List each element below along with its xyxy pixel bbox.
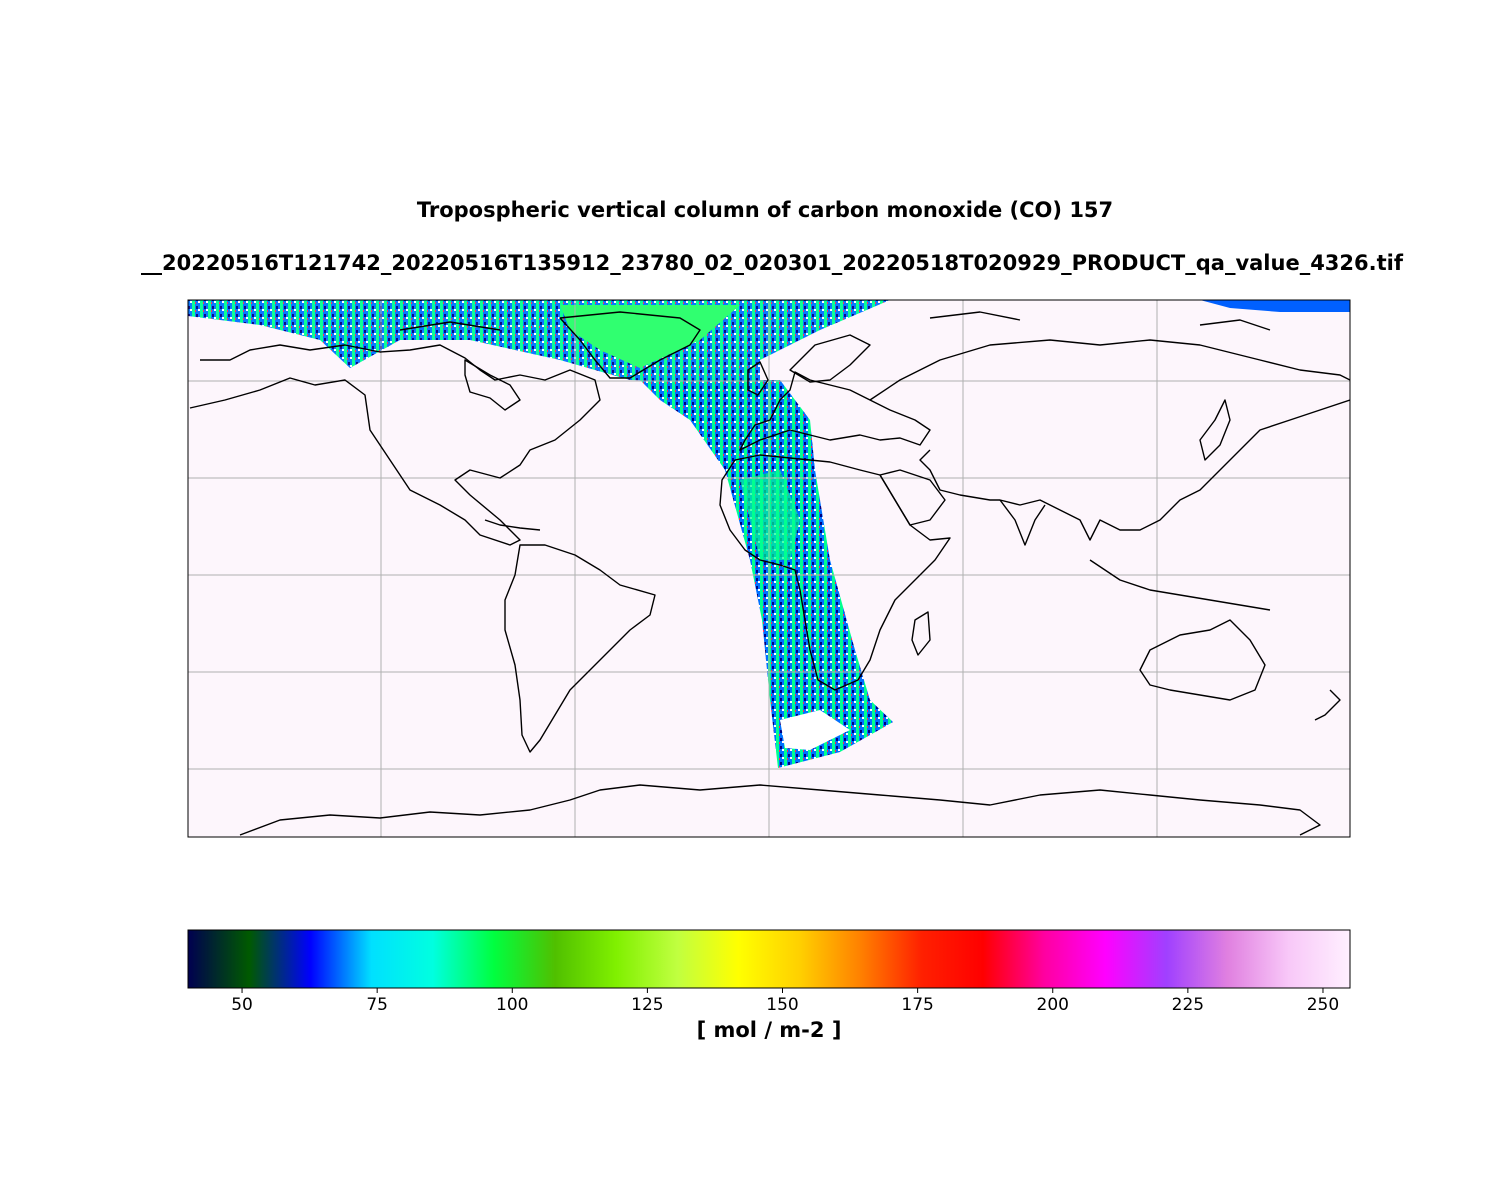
coast-caribbean (484, 519, 541, 531)
coast-europe (739, 371, 931, 451)
coast-scandinavia (789, 334, 871, 383)
coast-uk (747, 361, 769, 396)
coastlines (189, 311, 1350, 836)
swath-green-patch (740, 470, 800, 560)
map-frame (187, 299, 1351, 838)
coast-india (999, 499, 1046, 546)
swath-arctic-blue-right (1200, 300, 1350, 312)
colorbar-tick-label: 75 (366, 995, 388, 1015)
colorbar-tick-label: 150 (766, 995, 799, 1015)
coast-arctic-islands (399, 311, 1271, 331)
coast-hudson-bay (464, 359, 521, 411)
colorbar-unit-label: [ mol / m-2 ] (696, 1018, 842, 1042)
coast-arabia (879, 469, 946, 526)
coast-japan (1199, 399, 1231, 461)
colorbar-tick-label: 100 (496, 995, 529, 1015)
coast-antarctica (239, 784, 1321, 836)
colorbar-tick-label: 50 (231, 995, 253, 1015)
swath-arctic-green (560, 305, 740, 368)
coast-indonesia (1089, 559, 1271, 611)
coast-asia (869, 339, 1350, 541)
chart-title-line2: __20220516T121742_20220516T135912_23780_… (140, 251, 1403, 275)
colorbar-tick-label: 200 (1036, 995, 1069, 1015)
coast-north-america (189, 344, 601, 546)
coast-south-america (504, 544, 656, 753)
coast-australia (1139, 619, 1266, 701)
gridlines (188, 300, 1350, 837)
colorbar-tick-marks (241, 988, 1324, 993)
colorbar-tick-label: 250 (1306, 995, 1340, 1015)
colorbar-tick-label: 125 (631, 995, 664, 1015)
colorbar-gradient (188, 930, 1350, 988)
swath-white-patch (780, 710, 850, 750)
swath-main (640, 380, 893, 768)
coast-africa (719, 454, 951, 691)
colorbar-tick-label: 225 (1171, 995, 1205, 1015)
colorbar-frame (187, 929, 1351, 989)
coast-greenland (559, 311, 701, 379)
chart-title-line1: Tropospheric vertical column of carbon m… (416, 198, 1114, 222)
coast-new-zealand (1314, 689, 1341, 721)
co-swath (188, 300, 1350, 768)
coast-madagascar (911, 611, 931, 656)
colorbar-tick-label: 175 (901, 995, 934, 1015)
